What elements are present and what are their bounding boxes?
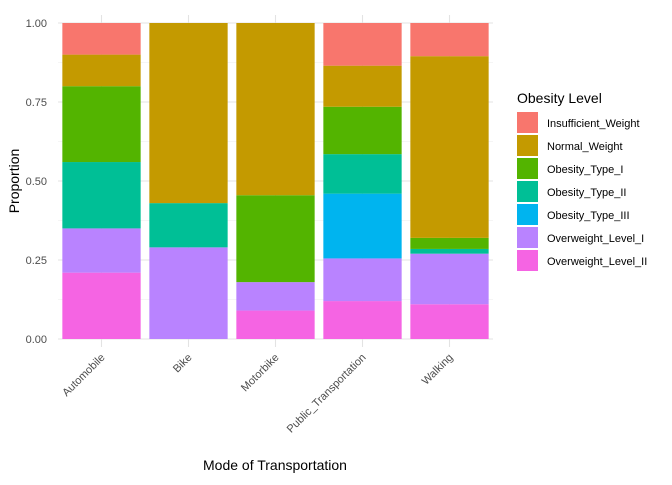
bar-segment — [236, 195, 315, 283]
x-axis: Automobile Bike Motorbike Public_Transporta… — [60, 352, 455, 436]
x-tick-label: Bike — [171, 352, 195, 376]
bar-segment — [149, 247, 228, 339]
legend-label: Obesity_Type_I — [547, 164, 623, 176]
legend-label: Obesity_Type_III — [547, 210, 630, 222]
y-tick-label: 0.75 — [26, 97, 47, 109]
y-axis-label: Proportion — [6, 149, 22, 214]
y-axis: 0.00 0.25 0.50 0.75 1.00 — [26, 18, 47, 346]
bar-segment — [62, 86, 141, 163]
bar-segment — [62, 228, 141, 273]
bars — [62, 23, 489, 339]
bar-segment — [323, 23, 402, 66]
legend-label: Overweight_Level_II — [547, 256, 647, 268]
legend: Obesity Level Insufficient_Weight Normal_… — [517, 90, 647, 271]
bar-segment — [410, 304, 489, 339]
legend-swatch — [517, 135, 538, 156]
legend-swatch — [517, 227, 538, 248]
x-tick-label: Motorbike — [239, 352, 282, 395]
bar-segment — [62, 54, 141, 87]
bar-segment — [236, 23, 315, 196]
bar-segment — [410, 253, 489, 305]
bar-segment — [236, 310, 315, 339]
bar-segment — [62, 23, 141, 55]
x-tick-label: Automobile — [60, 352, 107, 399]
legend-swatch — [517, 181, 538, 202]
legend-swatch — [517, 204, 538, 225]
bar-segment — [410, 237, 489, 249]
bar-segment — [323, 65, 402, 107]
x-tick-label: Walking — [420, 352, 456, 388]
legend-label: Obesity_Type_II — [547, 187, 627, 199]
legend-title: Obesity Level — [517, 90, 602, 106]
bar-segment — [410, 56, 489, 238]
bar-segment — [323, 193, 402, 259]
legend-label: Normal_Weight — [547, 141, 623, 153]
bar-segment — [62, 272, 141, 339]
bar-segment — [323, 301, 402, 339]
bar-segment — [410, 248, 489, 254]
bar-segment — [323, 106, 402, 155]
x-tick-label: Public_Transportation — [285, 352, 369, 436]
y-tick-label: 1.00 — [26, 18, 47, 30]
bar-segment — [236, 282, 315, 311]
legend-label: Overweight_Level_I — [547, 233, 644, 245]
y-tick-label: 0.25 — [26, 255, 47, 267]
bar-segment — [323, 154, 402, 194]
legend-label: Insufficient_Weight — [547, 118, 640, 130]
x-axis-label: Mode of Transportation — [203, 457, 347, 473]
bar-segment — [410, 23, 489, 57]
bar-segment — [149, 23, 228, 204]
bar-segment — [62, 162, 141, 229]
bar-segment — [149, 203, 228, 248]
legend-items: Insufficient_Weight Normal_Weight Obesity_… — [517, 112, 647, 271]
y-tick-label: 0.50 — [26, 176, 47, 188]
legend-swatch — [517, 250, 538, 271]
legend-swatch — [517, 158, 538, 179]
legend-swatch — [517, 112, 538, 133]
y-tick-label: 0.00 — [26, 334, 47, 346]
bar-segment — [323, 258, 402, 302]
